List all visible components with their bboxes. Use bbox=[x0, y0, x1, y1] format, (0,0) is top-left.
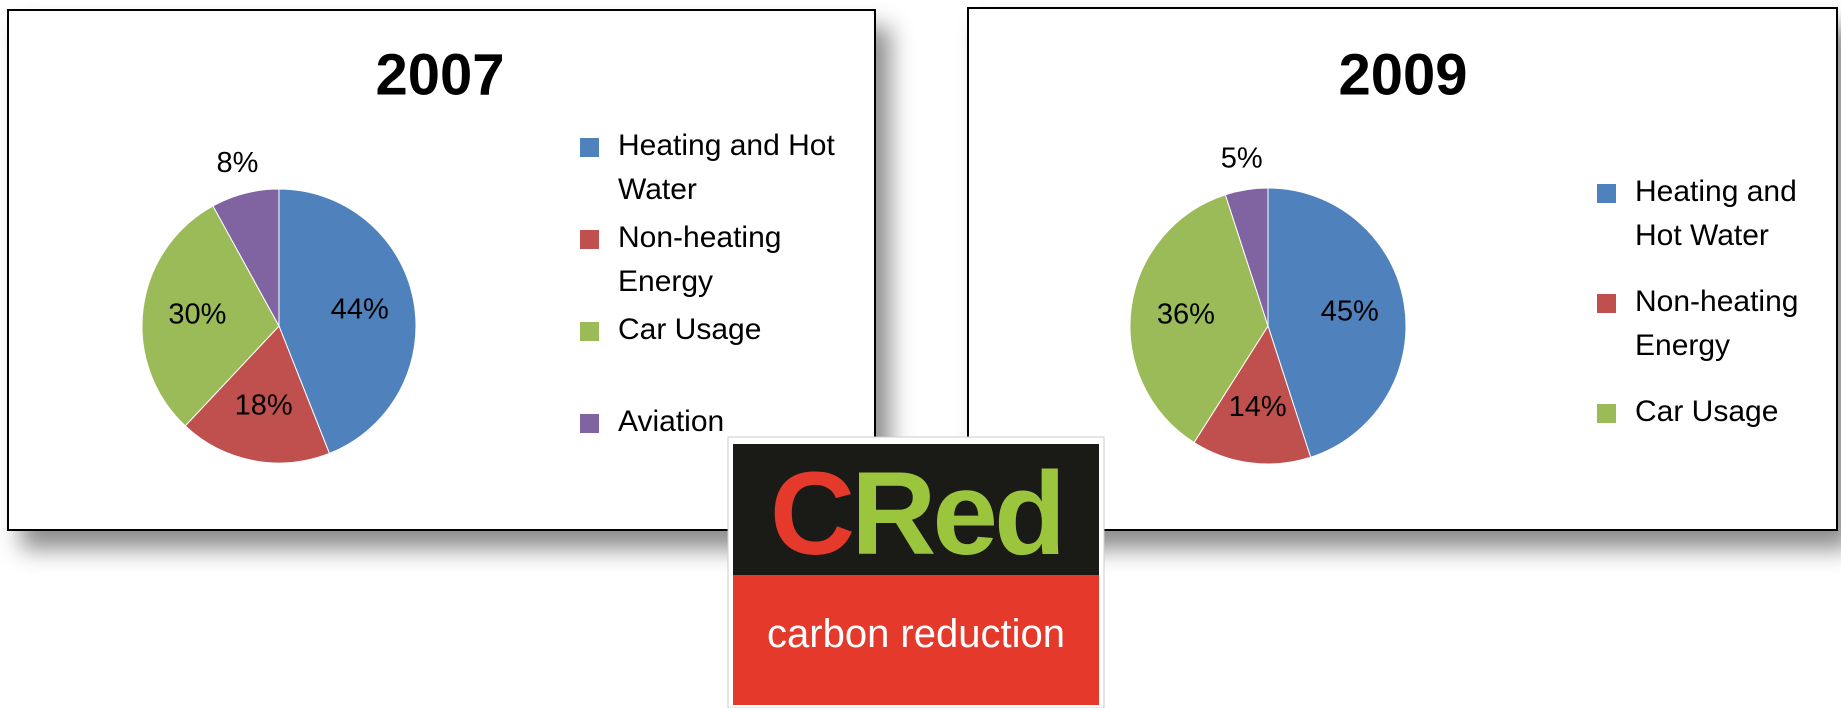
legend-label: Car Usage bbox=[1635, 395, 1779, 428]
data-label: 30% bbox=[168, 298, 226, 330]
legend-swatch bbox=[580, 322, 599, 341]
data-label: 18% bbox=[235, 389, 293, 421]
legend-label: Non-heating Energy bbox=[618, 221, 782, 298]
data-label: 44% bbox=[331, 293, 389, 325]
data-label: 8% bbox=[216, 147, 258, 179]
data-label: 5% bbox=[1221, 142, 1263, 174]
legend-swatch bbox=[1597, 404, 1616, 423]
legend-entry: Car Usage bbox=[580, 308, 868, 352]
legend-swatch bbox=[580, 414, 599, 433]
logo-bottom bbox=[733, 575, 1099, 705]
legend-swatch bbox=[580, 230, 599, 249]
legend-swatch bbox=[1597, 184, 1616, 203]
legend-entry: Non-heating Energy bbox=[1597, 280, 1841, 368]
legend-entry: Car Usage bbox=[1597, 390, 1841, 434]
chart-panel bbox=[967, 7, 1838, 531]
logo-mark: CRed bbox=[770, 448, 1062, 580]
legend-label: Car Usage bbox=[618, 313, 762, 346]
legend-label: Heating and Hot Water bbox=[1635, 175, 1797, 252]
legend-label: Aviation bbox=[618, 405, 725, 438]
pie-slice bbox=[1267, 187, 1407, 458]
pie-slice bbox=[212, 188, 280, 327]
legend-swatch bbox=[580, 138, 599, 157]
legend-label: Non-heating Energy bbox=[1635, 285, 1799, 362]
pie-slice bbox=[141, 205, 280, 427]
data-label: 14% bbox=[1229, 391, 1287, 423]
legend-entry: Aviation bbox=[580, 400, 868, 444]
legend-entry: Heating and Hot Water bbox=[580, 124, 868, 212]
legend-label: Heating and Hot Water bbox=[618, 129, 835, 206]
logo-c: C bbox=[770, 448, 852, 580]
legend-entry: Heating and Hot Water bbox=[1597, 170, 1841, 258]
logo-red: Red bbox=[851, 448, 1062, 580]
pie-slice bbox=[184, 325, 331, 464]
logo-top bbox=[733, 444, 1099, 575]
legend-swatch bbox=[1597, 294, 1616, 313]
legend-entry: Non-heating Energy bbox=[580, 216, 868, 304]
logo: CRed carbon reduction bbox=[727, 436, 1105, 708]
pie-slice bbox=[278, 188, 417, 455]
pie-slice bbox=[1224, 187, 1269, 327]
data-label: 45% bbox=[1321, 296, 1379, 328]
chart-title: 2007 bbox=[375, 42, 504, 107]
pie-slice bbox=[1193, 324, 1312, 465]
data-label: 36% bbox=[1157, 298, 1215, 330]
logo-tagline: carbon reduction bbox=[767, 612, 1065, 656]
chart-title: 2009 bbox=[1338, 42, 1467, 107]
pie-slice bbox=[1129, 194, 1269, 444]
